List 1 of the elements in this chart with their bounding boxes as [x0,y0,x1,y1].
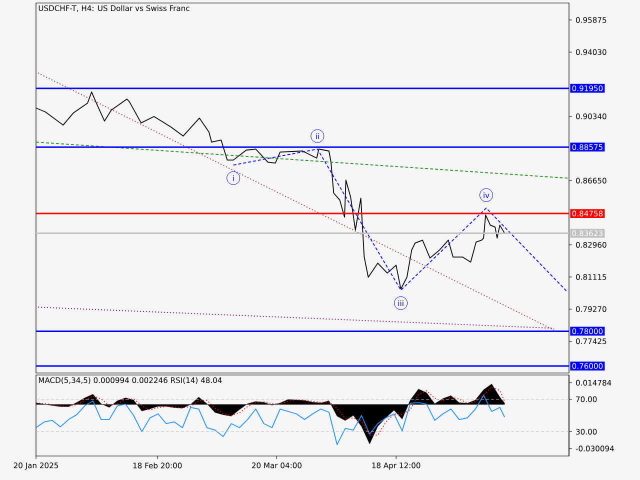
line-series [36,386,506,436]
